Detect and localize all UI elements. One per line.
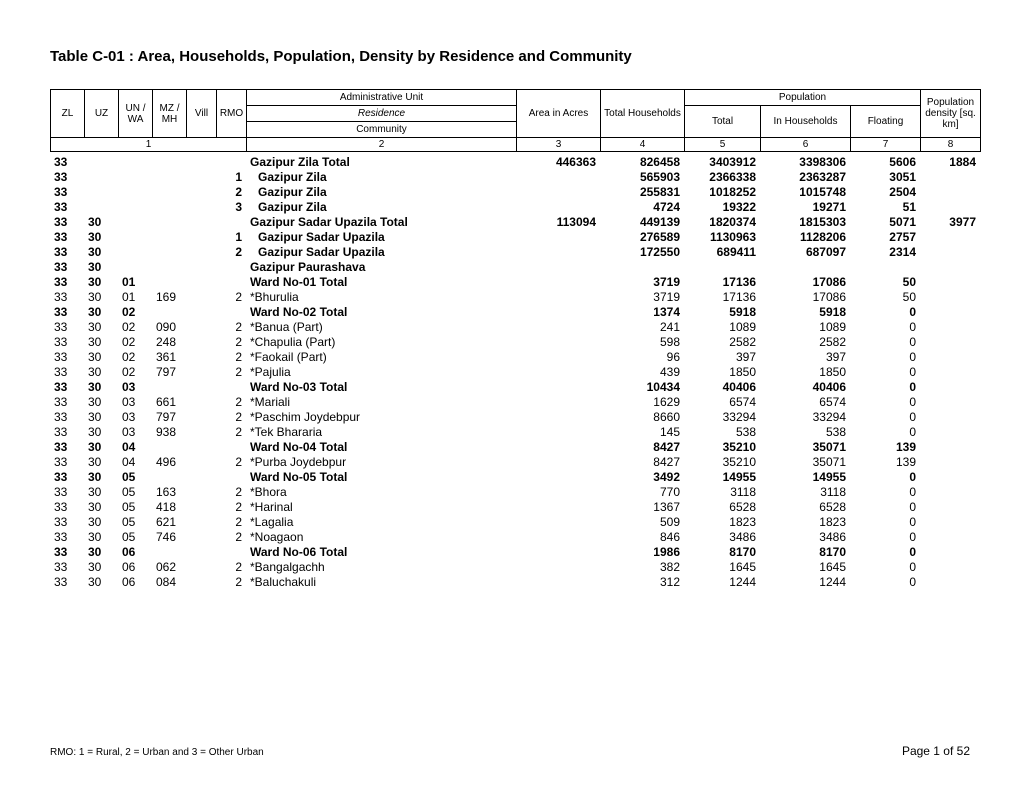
col-zl: ZL — [51, 90, 85, 138]
header-table: ZL UZ UN / WA MZ / MH Vill RMO Administr… — [50, 89, 981, 152]
table-row: 3330022482*Chapulia (Part)598258225820 — [50, 334, 980, 349]
table-row: 33302Gazipur Sadar Upazila17255068941168… — [50, 244, 980, 259]
table-row: 3330044962*Purba Joydebpur84273521035071… — [50, 454, 980, 469]
table-row: 333004Ward No-04 Total84273521035071139 — [50, 439, 980, 454]
table-row: 3330060622*Bangalgachh382164516450 — [50, 559, 980, 574]
table-row: 333002Ward No-02 Total1374591859180 — [50, 304, 980, 319]
col-pop-in-hh: In Households — [761, 106, 851, 138]
col-rmo: RMO — [217, 90, 247, 138]
column-number-row: 1 2 3 4 5 6 7 8 — [51, 138, 981, 152]
table-row: 333001Ward No-01 Total3719171361708650 — [50, 274, 980, 289]
table-row: 3330036612*Mariali1629657465740 — [50, 394, 980, 409]
table-row: 3330037972*Paschim Joydebpur866033294332… — [50, 409, 980, 424]
table-row: 331Gazipur Zila565903236633823632873051 — [50, 169, 980, 184]
table-row: 333Gazipur Zila4724193221927151 — [50, 199, 980, 214]
table-title: Table C-01 : Area, Households, Populatio… — [50, 48, 970, 65]
col-density: Population density [sq. km] — [921, 90, 981, 138]
table-row: 333003Ward No-03 Total1043440406404060 — [50, 379, 980, 394]
col-residence: Residence — [247, 106, 517, 122]
table-row: 333006Ward No-06 Total1986817081700 — [50, 544, 980, 559]
table-row: 3330057462*Noagaon846348634860 — [50, 529, 980, 544]
table-row: 33301Gazipur Sadar Upazila27658911309631… — [50, 229, 980, 244]
footer-note: RMO: 1 = Rural, 2 = Urban and 3 = Other … — [50, 747, 264, 758]
col-uz: UZ — [85, 90, 119, 138]
col-area: Area in Acres — [517, 90, 601, 138]
table-row: 3330Gazipur Sadar Upazila Total113094449… — [50, 214, 980, 229]
col-admin-unit: Administrative Unit — [247, 90, 517, 106]
table-row: 3330056212*Lagalia509182318230 — [50, 514, 980, 529]
page-number: Page 1 of 52 — [902, 744, 970, 758]
table-row: 3330060842*Baluchakuli312124412440 — [50, 574, 980, 589]
table-row: 333005Ward No-05 Total349214955149550 — [50, 469, 980, 484]
table-row: 33Gazipur Zila Total44636382645834039123… — [50, 154, 980, 169]
col-community: Community — [247, 122, 517, 138]
col-unwa: UN / WA — [119, 90, 153, 138]
table-row: 3330Gazipur Paurashava — [50, 259, 980, 274]
table-row: 3330020902*Banua (Part)241108910890 — [50, 319, 980, 334]
col-households: Total Households — [601, 90, 685, 138]
table-row: 3330023612*Faokail (Part)963973970 — [50, 349, 980, 364]
table-row: 3330011692*Bhurulia3719171361708650 — [50, 289, 980, 304]
table-row: 3330039382*Tek Bhararia1455385380 — [50, 424, 980, 439]
table-row: 3330054182*Harinal1367652865280 — [50, 499, 980, 514]
col-pop-total: Total — [685, 106, 761, 138]
col-pop-floating: Floating — [851, 106, 921, 138]
table-row: 3330051632*Bhora770311831180 — [50, 484, 980, 499]
col-population: Population — [685, 90, 921, 106]
table-row: 3330027972*Pajulia439185018500 — [50, 364, 980, 379]
data-table: 33Gazipur Zila Total44636382645834039123… — [50, 154, 980, 589]
col-mzmh: MZ / MH — [153, 90, 187, 138]
col-vill: Vill — [187, 90, 217, 138]
table-row: 332Gazipur Zila255831101825210157482504 — [50, 184, 980, 199]
